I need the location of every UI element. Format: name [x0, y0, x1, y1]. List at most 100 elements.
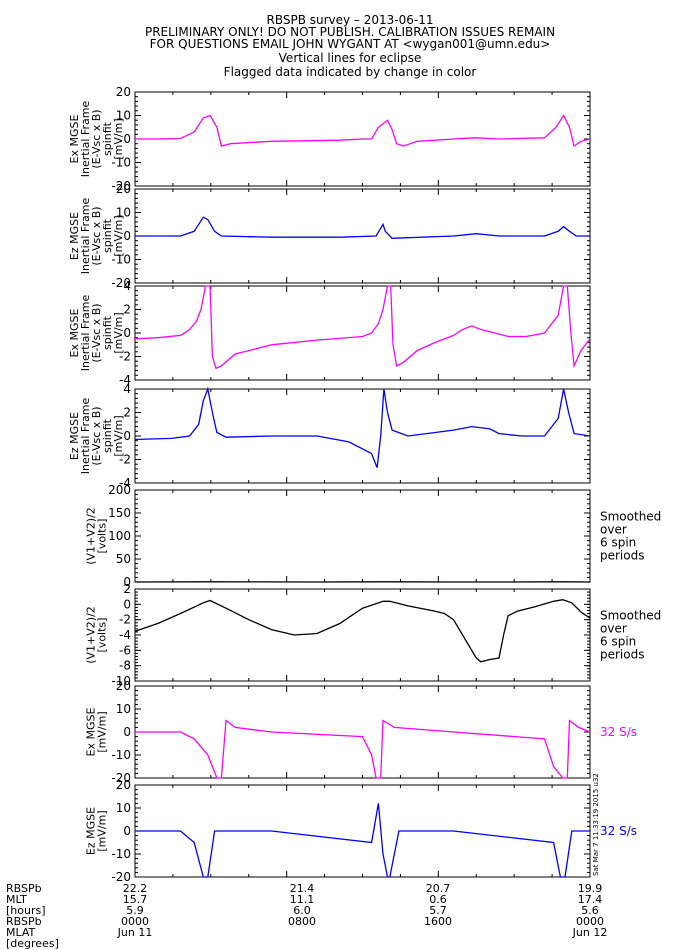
right-note: Smoothed — [600, 609, 661, 623]
x-axis-value: 5.7 — [429, 904, 447, 917]
right-note: over — [600, 622, 627, 636]
y-tick-label: -2 — [119, 453, 131, 467]
x-axis-value: 0000 — [121, 915, 149, 928]
y-tick-label: -10 — [111, 748, 131, 762]
y-tick-label: 2 — [123, 303, 131, 317]
y-axis-label: Inertial Frame — [79, 198, 92, 275]
y-tick-label: 20 — [116, 182, 131, 196]
x-axis-row-label: MLAT — [6, 926, 36, 939]
y-tick-label: 10 — [116, 206, 131, 220]
x-axis-value: 22.2 — [123, 882, 148, 895]
y-tick-label: 0 — [123, 725, 131, 739]
y-axis-label: (E-Vsc x B) — [90, 406, 103, 465]
y-tick-label: 2 — [123, 406, 131, 420]
y-tick-label: -10 — [111, 674, 131, 688]
series-line — [135, 114, 591, 148]
y-tick-label: -2 — [119, 613, 131, 627]
y-axis-label: Ex MGSE — [85, 707, 98, 756]
y-axis-label: [mV/m] — [96, 810, 109, 851]
y-axis-label: Ex MGSE — [68, 114, 81, 163]
header-line-4: Flagged data indicated by change in colo… — [223, 65, 477, 79]
y-tick-label: -10 — [111, 156, 131, 170]
panel-frame — [134, 685, 591, 779]
y-tick-label: 4 — [123, 382, 131, 396]
x-axis-value: 17.4 — [578, 893, 603, 906]
y-axis-label: [mV/m] — [112, 415, 125, 456]
y-axis-label: (V1+V2)/2 — [85, 507, 98, 565]
y-axis-label: [volts] — [96, 519, 109, 554]
x-axis-value: 11.1 — [290, 893, 315, 906]
x-axis-value: 6.0 — [293, 904, 311, 917]
right-note: 6 spin — [600, 536, 636, 550]
series-line — [134, 285, 591, 370]
y-tick-label: 150 — [108, 506, 131, 520]
y-axis-label: [mV/m] — [112, 215, 125, 256]
y-tick-label: -4 — [119, 628, 131, 642]
y-axis-label: Ex MGSE — [68, 308, 81, 357]
header-line-1: PRELIMINARY ONLY! DO NOT PUBLISH. CALIBR… — [144, 25, 556, 39]
y-tick-label: 0 — [123, 326, 131, 340]
series-line — [135, 216, 590, 239]
y-axis-label: (V1+V2)/2 — [85, 606, 98, 664]
y-axis-label: Inertial Frame — [79, 398, 92, 475]
y-tick-label: 0 — [123, 575, 131, 589]
y-axis-label: [mV/m] — [112, 118, 125, 159]
x-axis-value: 5.9 — [126, 904, 144, 917]
y-axis-label: spinfit — [101, 121, 114, 156]
y-tick-label: 2 — [123, 582, 131, 596]
x-axis-row-label: [hours] — [6, 904, 46, 917]
y-axis-label: (E-Vsc x B) — [90, 303, 103, 362]
panel-frame — [134, 784, 591, 878]
x-axis-row-label: RBSPb — [6, 915, 42, 928]
y-axis-label: Inertial Frame — [79, 295, 92, 372]
series-line — [135, 803, 590, 878]
y-tick-label: -2 — [119, 350, 131, 364]
right-note: 6 spin — [600, 635, 636, 649]
x-axis-row-label: MLT — [6, 893, 27, 906]
y-tick-label: -6 — [119, 643, 131, 657]
y-tick-label: 100 — [108, 529, 131, 543]
y-tick-label: 200 — [108, 483, 131, 497]
right-note: Smoothed — [600, 510, 661, 524]
x-axis-value: 20.7 — [426, 882, 451, 895]
y-tick-label: 20 — [116, 679, 131, 693]
series-line — [135, 719, 591, 779]
y-axis-label: [mV/m] — [112, 312, 125, 353]
chart-title: RBSPB survey – 2013-06-11 — [266, 13, 434, 27]
y-tick-label: -20 — [111, 276, 131, 290]
y-tick-label: 0 — [123, 132, 131, 146]
right-note: 32 S/s — [600, 824, 637, 838]
x-axis-value: 0800 — [288, 915, 316, 928]
y-tick-label: -8 — [119, 659, 131, 673]
x-axis-value: 0000 — [576, 915, 604, 928]
x-axis-row-label: [degrees] — [6, 937, 59, 950]
series-line — [134, 386, 591, 468]
y-axis-label: Inertial Frame — [79, 101, 92, 178]
right-note: periods — [600, 549, 644, 563]
header-line-2: FOR QUESTIONS EMAIL JOHN WYGANT AT <wyga… — [149, 37, 551, 51]
side-stamp: Sat Mar 7 11:33:19 2015 u32 — [592, 773, 600, 876]
y-tick-label: 10 — [116, 109, 131, 123]
y-tick-label: 4 — [123, 279, 131, 293]
y-axis-label: [volts] — [96, 618, 109, 653]
x-axis-value: 21.4 — [290, 882, 315, 895]
y-tick-label: 10 — [116, 801, 131, 815]
x-axis-value: 15.7 — [123, 893, 148, 906]
y-tick-label: -4 — [119, 476, 131, 490]
x-axis-value: Jun 12 — [572, 926, 608, 939]
right-note: 32 S/s — [600, 725, 637, 739]
y-axis-label: spinfit — [101, 315, 114, 350]
y-axis-label: spinfit — [101, 218, 114, 253]
panel-frame — [134, 489, 591, 583]
y-tick-label: -20 — [111, 179, 131, 193]
y-tick-label: -10 — [111, 847, 131, 861]
series-line — [134, 599, 591, 663]
y-axis-label: (E-Vsc x B) — [90, 206, 103, 265]
y-tick-label: 10 — [116, 702, 131, 716]
x-axis-value: 0.6 — [429, 893, 447, 906]
x-axis-value: 5.6 — [581, 904, 599, 917]
y-tick-label: -20 — [111, 771, 131, 785]
right-note: over — [600, 523, 627, 537]
header-line-3: Vertical lines for eclipse — [278, 51, 422, 65]
